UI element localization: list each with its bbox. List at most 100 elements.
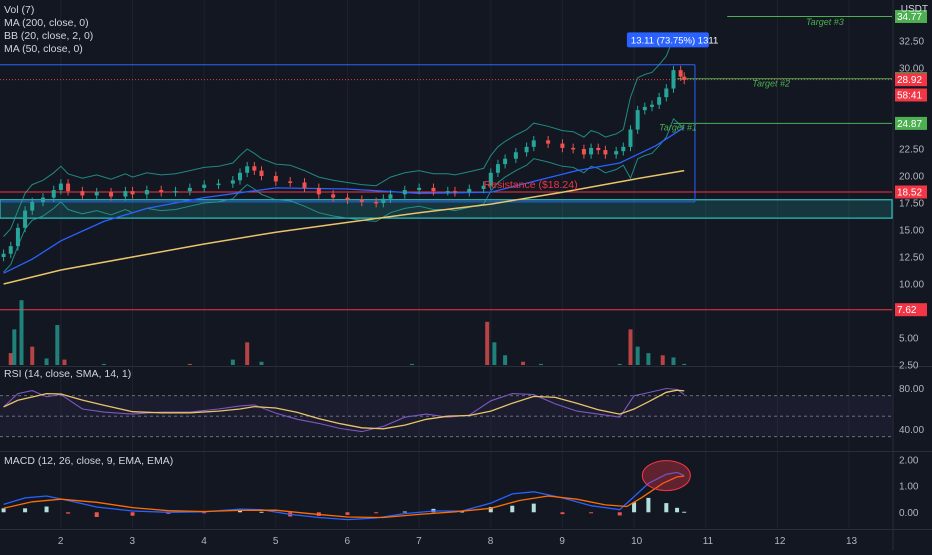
macd-histogram-bar	[617, 512, 622, 516]
candle-body	[452, 191, 457, 193]
time-tick-label: 6	[344, 536, 350, 547]
candle-body	[316, 187, 321, 195]
volume-bar	[62, 359, 67, 365]
candle-body	[503, 158, 508, 165]
volume-bar	[245, 342, 250, 365]
candle-body	[513, 152, 518, 159]
volume-bar	[30, 346, 35, 365]
price-tick-label: 2.50	[899, 361, 919, 372]
price-tick-label: 10.00	[899, 280, 924, 291]
time-tick-label: 12	[774, 536, 786, 547]
volume-bar	[101, 363, 106, 365]
candle-body	[664, 88, 669, 98]
measure-badge	[626, 32, 709, 48]
legend-ma50[interactable]: MA (50, close, 0)	[4, 43, 83, 55]
price-tag-box	[895, 116, 927, 130]
macd-histogram-bar	[646, 497, 651, 513]
price-tick-label: 32.50	[899, 37, 924, 48]
candle-body	[671, 70, 676, 89]
candle-body	[388, 194, 393, 199]
candle-body	[23, 210, 28, 228]
volume-bar	[259, 361, 264, 365]
candle-body	[173, 191, 178, 193]
candle-body	[596, 147, 601, 151]
price-tag-box	[895, 185, 927, 199]
candle-body	[230, 180, 235, 184]
macd-histogram-bar	[531, 503, 536, 513]
macd-histogram-bar	[402, 511, 407, 513]
candle-body	[467, 188, 472, 193]
candle-body	[288, 181, 293, 183]
volume-bar	[8, 353, 13, 365]
price-tag-box	[895, 303, 927, 317]
price-tick-label: 12.50	[899, 253, 924, 264]
time-tick-label: 7	[416, 536, 422, 547]
candle-body	[481, 185, 486, 189]
price-tag-label: 58:41	[897, 91, 922, 102]
price-tag-box	[895, 73, 927, 87]
candle-body	[546, 140, 551, 144]
time-tick-label: 13	[846, 536, 858, 547]
price-tick-label: 30.00	[899, 64, 924, 75]
candle-body	[94, 192, 99, 196]
candle-body	[495, 164, 500, 173]
candle-body	[589, 147, 594, 155]
macd-histogram-bar	[66, 512, 71, 514]
candle-body	[187, 187, 192, 192]
volume-bar	[682, 363, 687, 365]
target2-label: Target #2	[752, 78, 790, 88]
candle-body	[159, 190, 164, 193]
volume-bar	[409, 363, 414, 365]
macd-histogram-bar	[589, 512, 594, 514]
currency-label[interactable]: USDT	[900, 4, 928, 15]
candle-body	[431, 187, 436, 192]
price-tag-label: 7.62	[897, 305, 917, 316]
legend-bb[interactable]: BB (20, close, 2, 0)	[4, 30, 94, 42]
candle-body	[30, 201, 35, 211]
candle-body	[273, 176, 278, 182]
time-tick-label: 10	[631, 536, 643, 547]
ma200-line	[3, 169, 685, 285]
macd-tick-label: 0.00	[899, 508, 919, 519]
indicator-legend: Vol (7) MA (200, close, 0) BB (20, close…	[4, 4, 93, 56]
rsi-label[interactable]: RSI (14, close, SMA, 14, 1)	[4, 368, 132, 380]
candle-body	[531, 140, 536, 147]
volume-bar	[628, 329, 633, 365]
volume-bar	[230, 359, 235, 365]
candle-body	[571, 147, 576, 150]
legend-ma200[interactable]: MA (200, close, 0)	[4, 17, 89, 29]
time-tick-label: 2	[58, 536, 64, 547]
candle-body	[359, 199, 364, 202]
macd-label[interactable]: MACD (12, 26, close, 9, EMA, EMA)	[4, 455, 174, 467]
macd-histogram-bar	[23, 508, 28, 513]
signal-line	[3, 475, 685, 519]
macd-histogram-bar	[238, 510, 243, 513]
macd-histogram-bar	[345, 512, 350, 515]
time-tick-label: 11	[703, 536, 714, 547]
macd-histogram-bar	[94, 512, 99, 517]
macd-histogram-bar	[488, 507, 493, 513]
legend-volume[interactable]: Vol (7)	[4, 4, 35, 16]
macd-histogram-bar	[202, 512, 207, 514]
macd-histogram-bar	[44, 506, 49, 513]
time-tick-label: 8	[488, 536, 494, 547]
measure-label: 13.11 (73.75%) 1311	[631, 35, 718, 46]
price-tag-label: 24.87	[897, 119, 922, 130]
rsi-tick-label: 80.00	[899, 384, 924, 395]
volume-bar	[671, 357, 676, 365]
candle-body	[51, 190, 56, 198]
ma50-line	[3, 126, 685, 274]
time-tick-label: 9	[559, 536, 565, 547]
macd-highlight-ellipse	[641, 460, 691, 492]
candle-body	[524, 146, 529, 153]
candle-body	[381, 198, 386, 203]
candle-body	[40, 197, 45, 202]
macd-histogram-bar	[510, 505, 515, 513]
volume-bar	[55, 325, 60, 365]
candle-body	[560, 143, 565, 148]
price-tag-box	[895, 88, 927, 102]
candle-body	[66, 183, 71, 192]
candle-body	[302, 182, 307, 188]
price-tag-label: 18.52	[897, 187, 922, 198]
